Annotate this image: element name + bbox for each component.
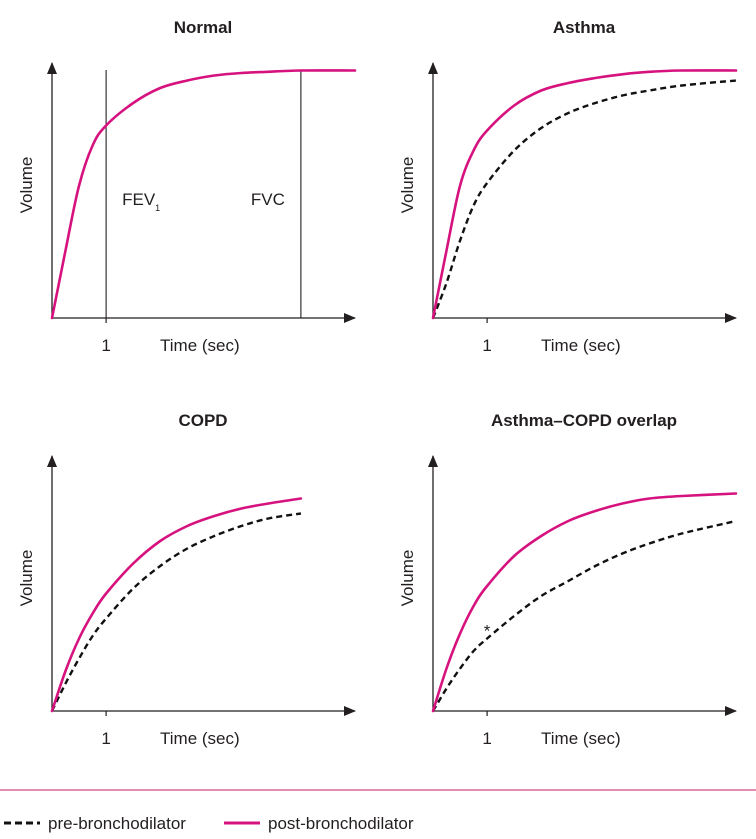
fev1-label: FEV1 <box>122 190 160 213</box>
panel-title: Asthma–COPD overlap <box>491 411 677 430</box>
y-axis-label: Volume <box>17 157 36 214</box>
panel-asthma: Asthma Volume 1 Time (sec) <box>398 18 738 355</box>
x-tick-label: 1 <box>101 336 110 355</box>
panel-title: Normal <box>174 18 233 37</box>
fev1-subscript: 1 <box>155 203 160 213</box>
fvc-label: FVC <box>251 190 285 209</box>
legend-pre-label: pre-bronchodilator <box>48 814 186 833</box>
panel-asthma-copd-overlap: Asthma–COPD overlap Volume 1 Time (sec) * <box>398 411 738 748</box>
x-axis-label: Time (sec) <box>541 729 621 748</box>
panel-normal: Normal Volume 1 Time (sec) FEV1 FVC <box>17 18 357 355</box>
y-axis-label: Volume <box>17 550 36 607</box>
x-tick-label: 1 <box>482 729 491 748</box>
panel-title: COPD <box>178 411 227 430</box>
pre-bronchodilator-curve <box>431 519 737 712</box>
legend: pre-bronchodilator post-bronchodilator <box>4 814 414 833</box>
pre-bronchodilator-curve <box>50 512 302 712</box>
x-axis-label: Time (sec) <box>160 336 240 355</box>
pre-bronchodilator-curve <box>431 79 737 319</box>
x-tick-label: 1 <box>101 729 110 748</box>
x-tick-label: 1 <box>482 336 491 355</box>
y-axis-label: Volume <box>398 550 417 607</box>
significance-asterisk: * <box>484 622 491 641</box>
post-bronchodilator-curve <box>50 497 303 713</box>
x-axis-label: Time (sec) <box>541 336 621 355</box>
post-bronchodilator-curve <box>431 69 738 320</box>
post-bronchodilator-curve <box>50 69 357 320</box>
y-axis-label: Volume <box>398 157 417 214</box>
panel-copd: COPD Volume 1 Time (sec) <box>17 411 356 748</box>
legend-post-label: post-bronchodilator <box>268 814 414 833</box>
post-bronchodilator-curve <box>431 492 738 713</box>
x-axis-label: Time (sec) <box>160 729 240 748</box>
panel-title: Asthma <box>553 18 616 37</box>
